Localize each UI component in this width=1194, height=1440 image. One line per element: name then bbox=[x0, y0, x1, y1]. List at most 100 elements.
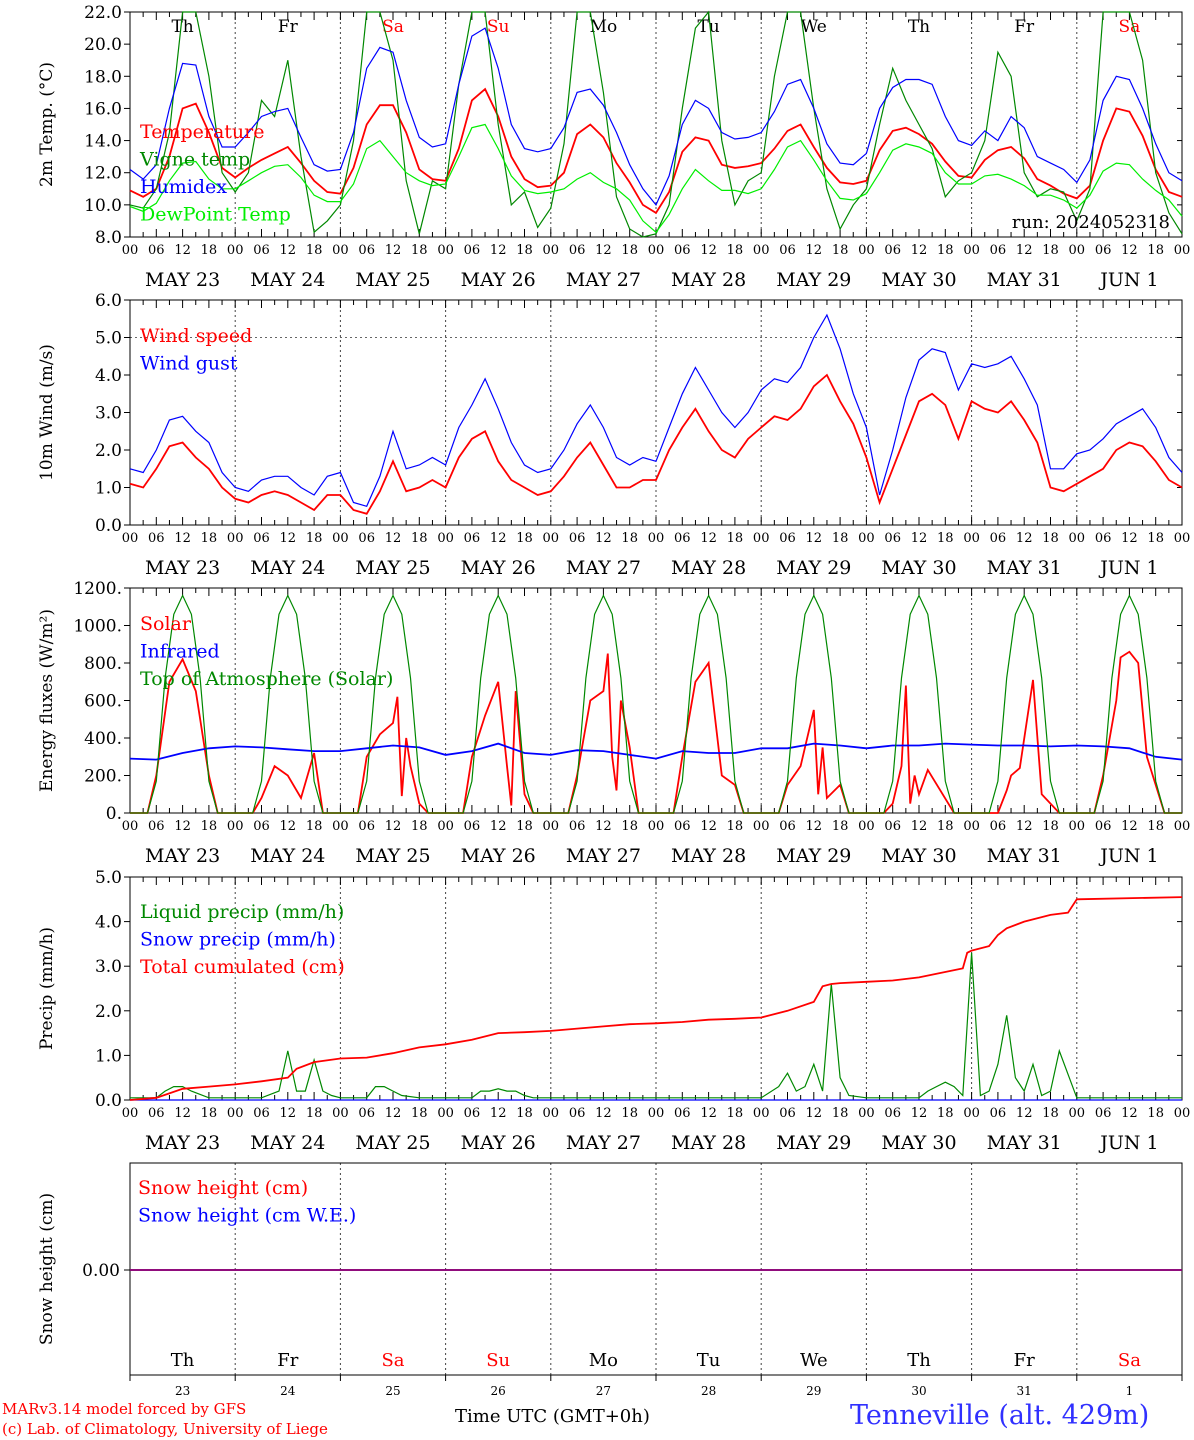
hour-tick-label: 12 bbox=[806, 243, 823, 258]
y-tick-label: 1000. bbox=[73, 617, 122, 637]
date-label: MAY 30 bbox=[881, 845, 956, 867]
hour-tick-label: 00 bbox=[543, 1106, 560, 1121]
day-name-label: Th bbox=[908, 17, 930, 37]
hour-tick-label: 18 bbox=[201, 243, 218, 258]
hour-tick-label: 06 bbox=[148, 531, 165, 546]
hour-tick-label: 06 bbox=[990, 243, 1007, 258]
hour-tick-label: 18 bbox=[1042, 531, 1059, 546]
date-label: MAY 24 bbox=[250, 845, 325, 867]
day-number-label: 27 bbox=[596, 1384, 611, 1398]
hour-tick-label: 18 bbox=[1042, 243, 1059, 258]
legend-entry: Snow height (cm W.E.) bbox=[138, 1205, 356, 1227]
hour-tick-label: 00 bbox=[1174, 531, 1191, 546]
hour-tick-label: 18 bbox=[1147, 1106, 1164, 1121]
series-line-top-of-atmosphere-solar- bbox=[130, 594, 1182, 814]
series-line-humidex bbox=[129, 27, 1183, 207]
hour-tick-label: 18 bbox=[1147, 243, 1164, 258]
hour-tick-label: 12 bbox=[806, 531, 823, 546]
day-name-label: Tu bbox=[697, 17, 719, 37]
y-tick-label: 400. bbox=[84, 729, 122, 749]
hour-tick-label: 18 bbox=[306, 531, 323, 546]
date-label: MAY 24 bbox=[250, 557, 325, 579]
legend-entry: Vigne temp bbox=[139, 149, 250, 171]
series-line-wind-gust bbox=[129, 313, 1183, 508]
date-label: MAY 30 bbox=[881, 269, 956, 291]
hour-tick-label: 12 bbox=[1121, 243, 1138, 258]
hour-tick-label: 06 bbox=[674, 531, 691, 546]
series-line-temperature bbox=[129, 87, 1183, 215]
y-tick-label: 2.0 bbox=[95, 441, 122, 461]
date-label: MAY 24 bbox=[250, 269, 325, 291]
legend-entry: Snow height (cm) bbox=[138, 1177, 308, 1199]
date-label: MAY 23 bbox=[145, 1132, 220, 1154]
hour-tick-label: 12 bbox=[1016, 531, 1033, 546]
hour-tick-label: 00 bbox=[1069, 531, 1086, 546]
hour-tick-label: 00 bbox=[227, 243, 244, 258]
hour-tick-label: 12 bbox=[1016, 1106, 1033, 1121]
hour-tick-label: 18 bbox=[621, 819, 638, 834]
hour-tick-label: 00 bbox=[437, 531, 454, 546]
legend-entry: Wind speed bbox=[140, 325, 252, 347]
day-name-label: Fr bbox=[278, 17, 299, 37]
y-tick-label: 10.0 bbox=[84, 196, 122, 216]
hour-tick-label: 06 bbox=[148, 1106, 165, 1121]
y-axis-title: Snow height (cm) bbox=[37, 1193, 57, 1345]
series-line-infrared bbox=[129, 742, 1183, 761]
panel-3: 0. 200. 400. 600. 800. 1000. 1200. Energy fluxe… bbox=[37, 579, 1190, 867]
hour-tick-label: 18 bbox=[937, 1106, 954, 1121]
date-label: MAY 28 bbox=[671, 269, 746, 291]
hour-tick-label: 12 bbox=[174, 819, 191, 834]
hour-tick-label: 12 bbox=[385, 1106, 402, 1121]
hour-tick-label: 12 bbox=[280, 243, 297, 258]
hour-tick-label: 12 bbox=[174, 1106, 191, 1121]
hour-tick-label: 12 bbox=[700, 819, 717, 834]
date-label: MAY 26 bbox=[461, 1132, 536, 1154]
day-number-label: 24 bbox=[280, 1384, 296, 1398]
date-label: MAY 29 bbox=[776, 845, 851, 867]
hour-tick-label: 12 bbox=[490, 819, 507, 834]
date-label: MAY 27 bbox=[566, 269, 641, 291]
y-tick-label: 1.0 bbox=[95, 479, 122, 499]
hour-tick-label: 06 bbox=[884, 1106, 901, 1121]
hour-tick-label: 06 bbox=[253, 1106, 270, 1121]
date-label: MAY 25 bbox=[355, 845, 430, 867]
hour-tick-label: 06 bbox=[779, 819, 796, 834]
day-name-label: Tu bbox=[697, 1350, 721, 1371]
day-name-label: Mo bbox=[589, 1350, 618, 1371]
hour-tick-label: 12 bbox=[1016, 243, 1033, 258]
hour-tick-label: 12 bbox=[911, 819, 928, 834]
hour-tick-label: 00 bbox=[332, 243, 349, 258]
day-name-label: Th bbox=[171, 1350, 195, 1371]
y-axis-title: 10m Wind (m/s) bbox=[37, 344, 57, 481]
day-name-label: Th bbox=[907, 1350, 931, 1371]
hour-tick-label: 00 bbox=[122, 243, 139, 258]
day-number-label: 26 bbox=[491, 1384, 506, 1398]
hour-tick-label: 06 bbox=[884, 531, 901, 546]
hour-tick-label: 06 bbox=[253, 531, 270, 546]
day-name-label: Th bbox=[171, 17, 193, 37]
y-tick-label: 4.0 bbox=[95, 913, 122, 933]
hour-tick-label: 18 bbox=[411, 1106, 428, 1121]
date-label: JUN 1 bbox=[1098, 1132, 1158, 1154]
hour-tick-label: 18 bbox=[832, 531, 849, 546]
hour-tick-label: 00 bbox=[753, 531, 770, 546]
date-label: MAY 31 bbox=[987, 1132, 1062, 1154]
model-credit: MARv3.14 model forced by GFS bbox=[2, 1400, 247, 1418]
hour-tick-label: 06 bbox=[569, 243, 586, 258]
hour-tick-label: 00 bbox=[753, 819, 770, 834]
hour-tick-label: 00 bbox=[332, 531, 349, 546]
series-line-dewpoint-temp bbox=[129, 123, 1183, 234]
hour-tick-label: 06 bbox=[990, 819, 1007, 834]
hour-tick-label: 06 bbox=[569, 1106, 586, 1121]
day-number-label: 25 bbox=[385, 1384, 400, 1398]
y-tick-label: 3.0 bbox=[95, 404, 122, 424]
hour-tick-label: 18 bbox=[516, 819, 533, 834]
hour-tick-label: 06 bbox=[1095, 243, 1112, 258]
day-number-label: 23 bbox=[175, 1384, 190, 1398]
time-axis-label: Time UTC (GMT+0h) bbox=[455, 1406, 650, 1427]
hour-tick-label: 06 bbox=[779, 1106, 796, 1121]
legend-entry: Liquid precip (mm/h) bbox=[140, 901, 344, 923]
hour-tick-label: 12 bbox=[280, 531, 297, 546]
hour-tick-label: 06 bbox=[253, 243, 270, 258]
hour-tick-label: 18 bbox=[727, 531, 744, 546]
